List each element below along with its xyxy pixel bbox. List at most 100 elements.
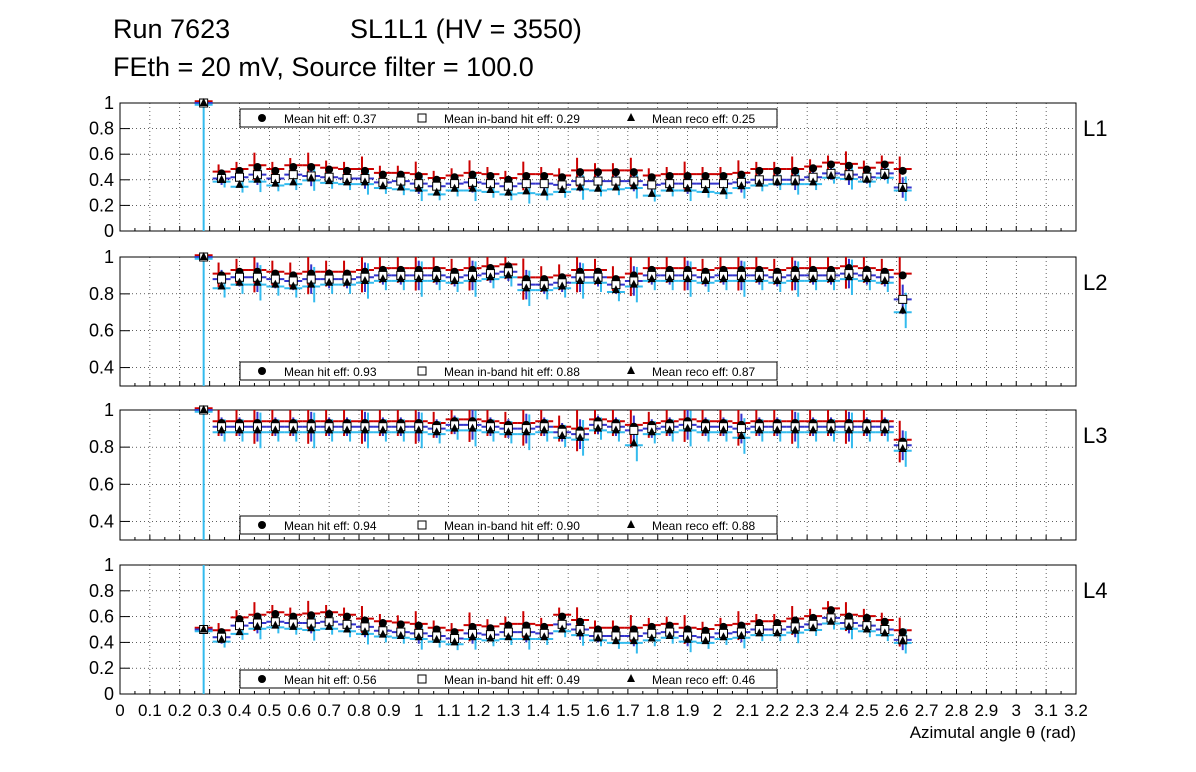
data-point-reco bbox=[540, 283, 549, 292]
data-point-reco bbox=[791, 177, 800, 186]
legend-label-inband: Mean in-band hit eff: 0.49 bbox=[444, 673, 580, 687]
legend-box bbox=[239, 669, 778, 689]
data-point-hit bbox=[414, 171, 423, 180]
data-point-reco bbox=[611, 636, 620, 645]
x-tick-label: 0.7 bbox=[317, 701, 341, 720]
data-point-reco bbox=[468, 183, 477, 192]
legend-label-inband: Mean in-band hit eff: 0.90 bbox=[444, 519, 580, 533]
legend-marker-hit bbox=[258, 114, 266, 122]
data-point-reco bbox=[594, 275, 602, 284]
data-point-reco bbox=[486, 633, 495, 642]
legend-label-hit: Mean hit eff: 0.56 bbox=[284, 673, 377, 687]
data-point-reco bbox=[504, 187, 513, 196]
data-point-hit bbox=[271, 166, 280, 175]
data-point-hit bbox=[307, 163, 316, 171]
data-point-hit bbox=[576, 617, 585, 626]
data-point-reco bbox=[827, 425, 836, 434]
data-point-reco bbox=[468, 423, 477, 432]
data-point-reco bbox=[611, 285, 620, 294]
data-point-reco bbox=[862, 425, 871, 434]
data-point-reco bbox=[432, 634, 441, 643]
data-point-reco bbox=[396, 182, 405, 191]
data-point-reco bbox=[844, 172, 853, 181]
data-point-hit bbox=[558, 612, 567, 621]
data-point-reco bbox=[360, 275, 369, 284]
data-point-reco bbox=[773, 628, 782, 637]
x-tick-label: 2.5 bbox=[855, 701, 879, 720]
legend-label-reco: Mean reco eff: 0.46 bbox=[652, 673, 756, 687]
markers-reco-L1 bbox=[199, 98, 907, 197]
panel-L4: 0 0.2 0.4 0.6 0.8 1 Mean hit eff: 0.56 Mean in-… bbox=[89, 555, 1108, 704]
data-point-hit bbox=[611, 168, 620, 177]
data-point-hit bbox=[701, 171, 710, 180]
y-tick-label: 1 bbox=[104, 555, 114, 575]
data-point-reco bbox=[450, 183, 459, 192]
data-point-reco bbox=[683, 634, 692, 643]
x-tick-label: 0.1 bbox=[138, 701, 162, 720]
x-tick-label: 1.8 bbox=[646, 701, 670, 720]
data-point-reco bbox=[594, 183, 602, 192]
data-point-reco bbox=[522, 632, 531, 641]
data-point-reco bbox=[629, 181, 638, 190]
data-point-reco bbox=[504, 270, 513, 279]
markers-reco-L3 bbox=[199, 405, 907, 452]
y-tick-label: 0.2 bbox=[89, 195, 114, 215]
y-tick-label: 0.4 bbox=[89, 358, 114, 378]
data-point-hit bbox=[558, 173, 567, 182]
data-point-reco bbox=[647, 427, 656, 436]
data-point-reco bbox=[791, 625, 800, 634]
data-point-reco bbox=[629, 279, 638, 288]
data-point-reco bbox=[755, 425, 764, 434]
data-point-reco bbox=[647, 188, 656, 197]
data-point-reco bbox=[898, 183, 907, 192]
y-tick-label: 0.4 bbox=[89, 170, 114, 190]
legend-label-reco: Mean reco eff: 0.88 bbox=[652, 519, 756, 533]
data-point-reco bbox=[827, 616, 836, 625]
data-point-hit bbox=[898, 271, 907, 280]
y-tick-label: 1 bbox=[104, 247, 114, 267]
data-point-reco bbox=[199, 252, 208, 260]
legend-L3: Mean hit eff: 0.94 Mean in-band hit eff: … bbox=[239, 515, 778, 535]
data-point-reco bbox=[576, 432, 585, 441]
data-point-reco bbox=[396, 425, 405, 434]
data-point-reco bbox=[701, 636, 710, 645]
data-point-reco bbox=[522, 186, 531, 195]
data-point-hit bbox=[414, 621, 423, 630]
data-point-hit bbox=[468, 170, 477, 179]
y-tick-label: 0.6 bbox=[89, 474, 114, 494]
data-point-reco bbox=[486, 272, 495, 281]
data-point-reco bbox=[755, 274, 764, 283]
data-point-reco bbox=[665, 425, 674, 434]
data-point-reco bbox=[378, 274, 387, 283]
data-point-hit bbox=[396, 620, 405, 629]
data-point-reco bbox=[611, 182, 620, 191]
data-point-reco bbox=[576, 182, 585, 191]
data-point-hit bbox=[880, 160, 889, 169]
data-point-hit bbox=[665, 171, 674, 180]
data-point-hit bbox=[307, 611, 316, 620]
data-point-hit bbox=[576, 168, 585, 177]
data-point-hit bbox=[737, 170, 746, 179]
data-point-reco bbox=[414, 274, 423, 283]
data-point-reco bbox=[217, 281, 226, 290]
data-point-hit bbox=[522, 171, 531, 180]
data-point-hit bbox=[862, 613, 871, 622]
data-point-reco bbox=[665, 274, 674, 283]
y-tick-label: 0 bbox=[104, 684, 114, 704]
data-point-hit bbox=[325, 165, 334, 174]
legend-marker-inband bbox=[417, 674, 427, 684]
y-tick-label: 1 bbox=[104, 93, 114, 113]
data-point-hit bbox=[862, 165, 871, 174]
data-point-reco bbox=[737, 431, 746, 439]
data-point-reco bbox=[558, 624, 567, 633]
markers-reco-L2 bbox=[199, 252, 907, 314]
y-tick-label: 0.8 bbox=[89, 437, 114, 457]
data-point-reco bbox=[325, 425, 334, 434]
data-point-reco bbox=[360, 425, 369, 434]
legend-L1: Mean hit eff: 0.37 Mean in-band hit eff: … bbox=[239, 108, 778, 128]
data-point-reco bbox=[809, 425, 818, 434]
legend-box bbox=[239, 515, 778, 535]
data-point-reco bbox=[880, 170, 889, 179]
legend-marker-hit bbox=[258, 675, 266, 683]
